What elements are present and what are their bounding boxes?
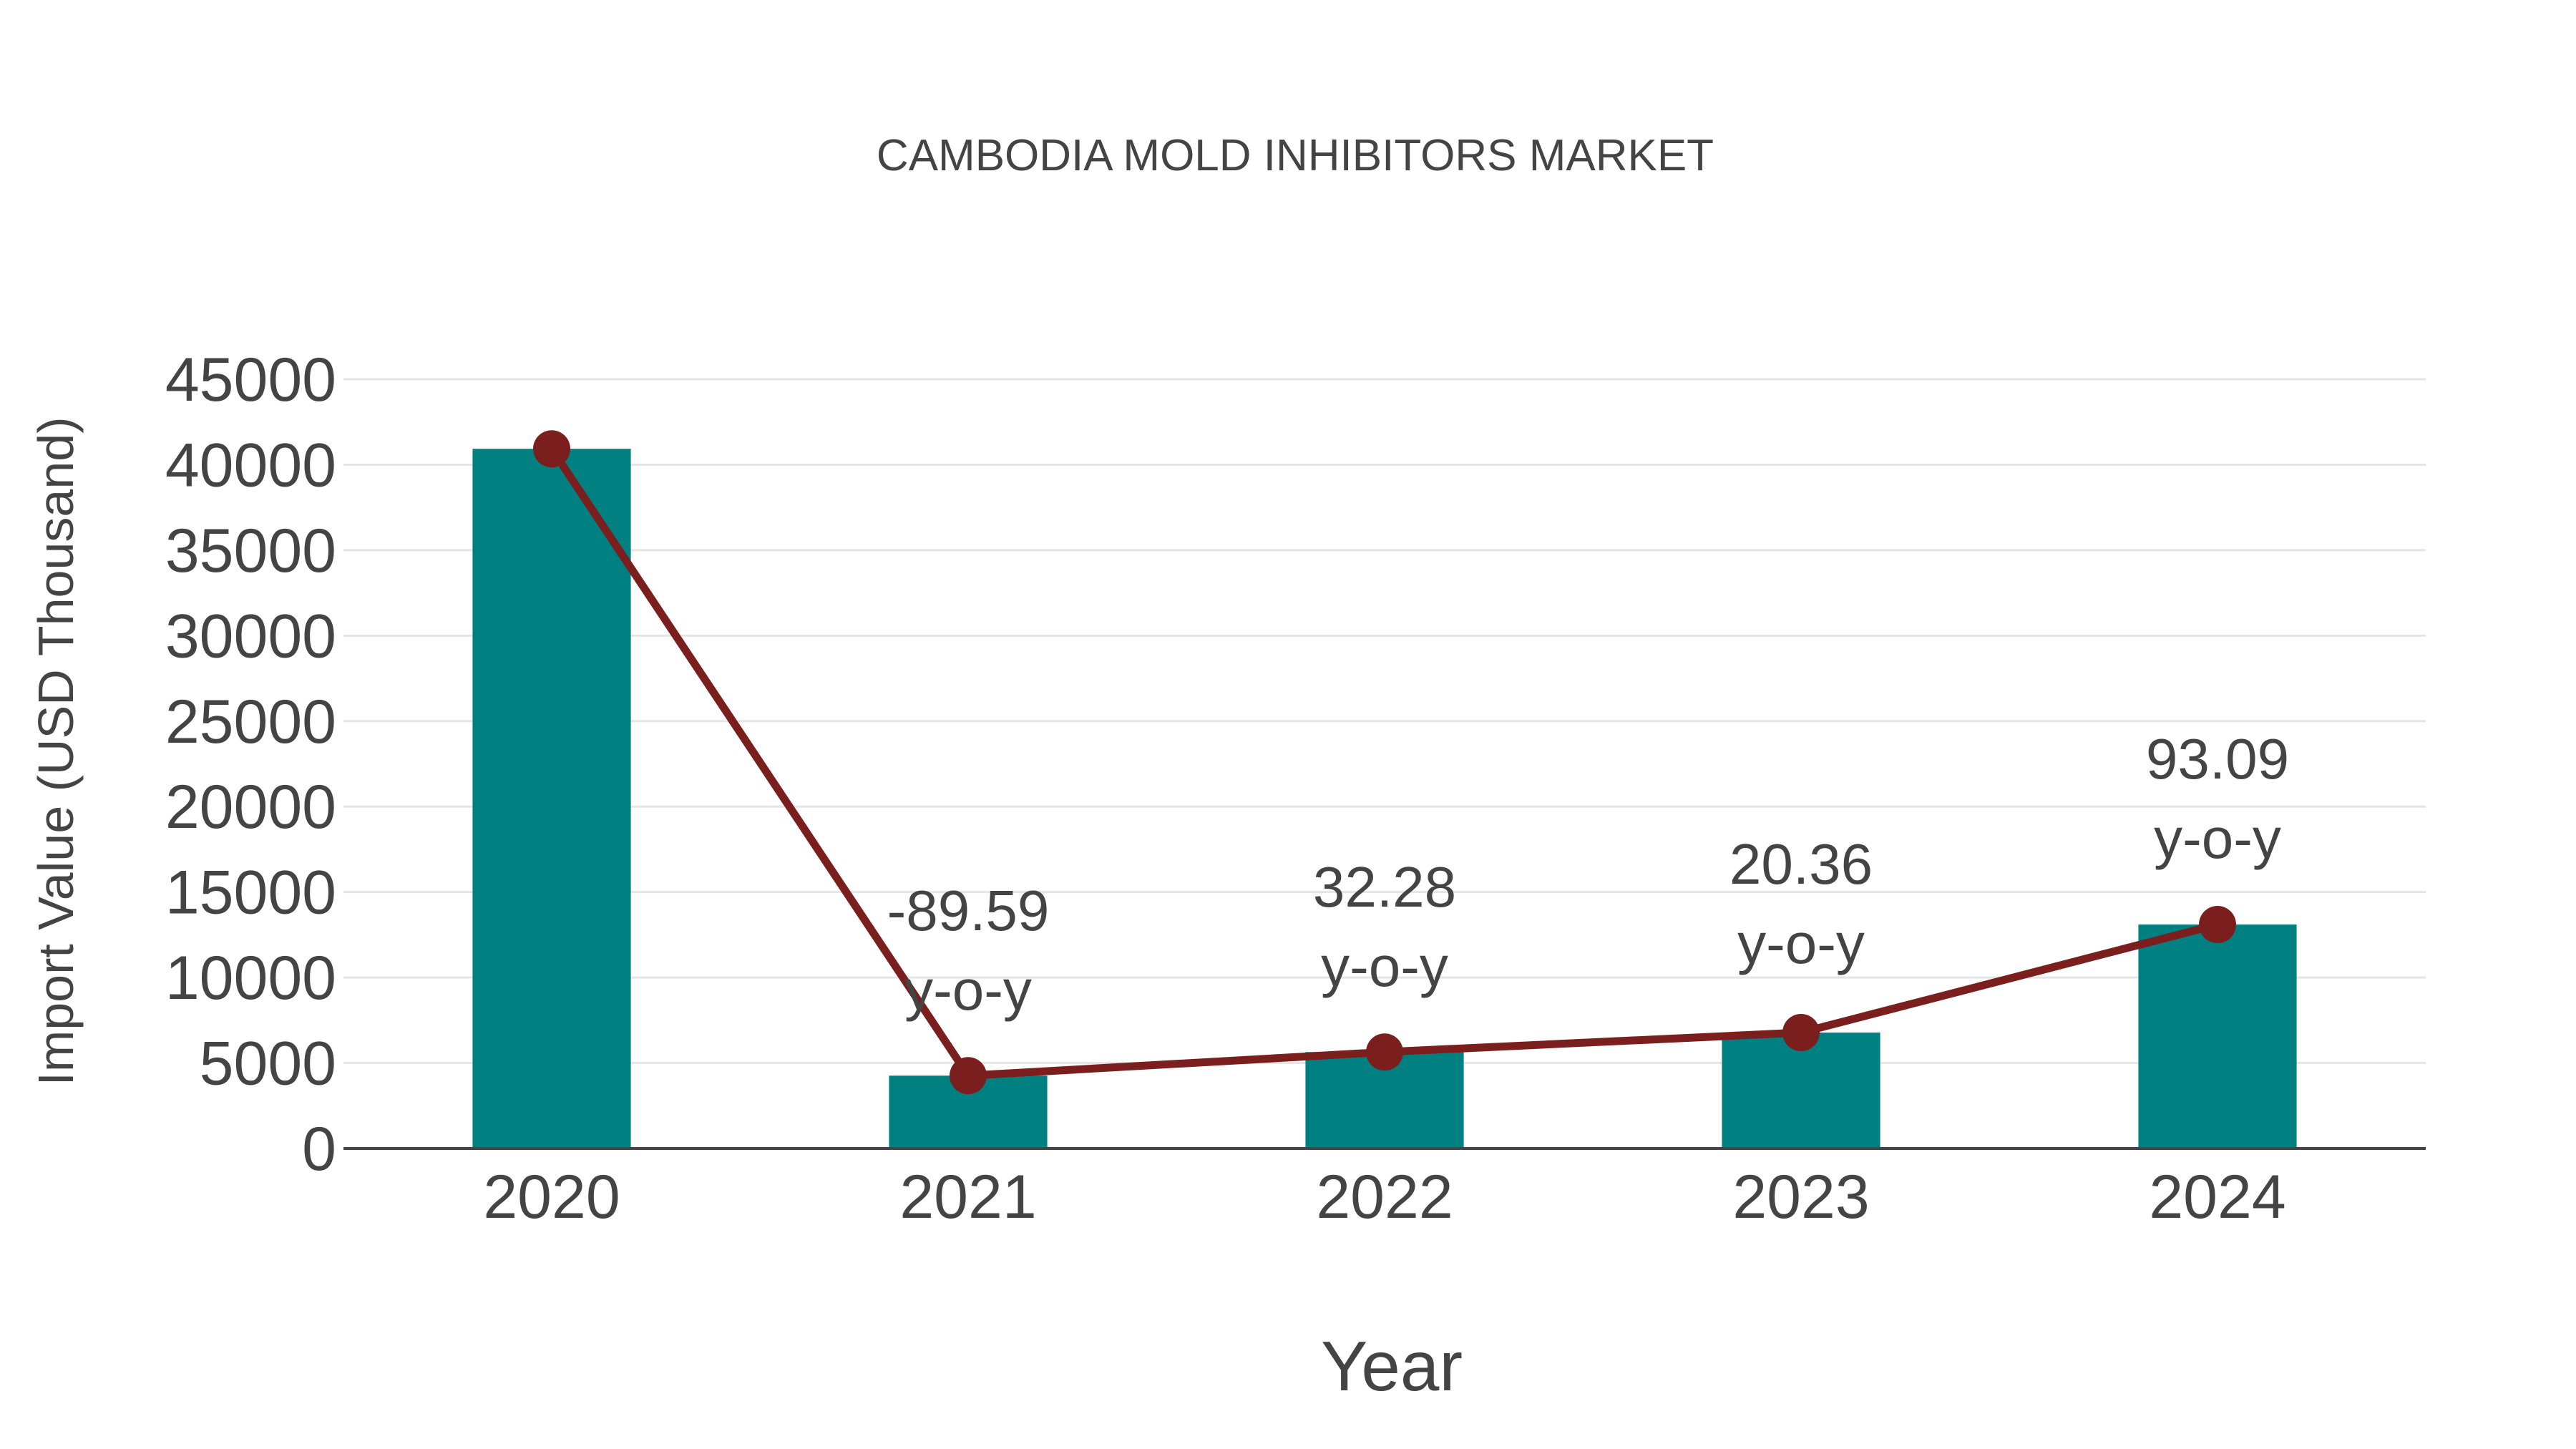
y-tick-label: 10000: [165, 944, 336, 1013]
chart-title: CAMBODIA MOLD INHIBITORS MARKET: [877, 131, 1714, 180]
y-tick-label: 35000: [165, 517, 336, 585]
line-series: [533, 430, 2236, 1095]
yoy-value-label: -89.59: [887, 879, 1050, 942]
y-tick-label: 15000: [165, 859, 336, 927]
gridlines: [343, 378, 2426, 1065]
y-tick-label: 40000: [165, 431, 336, 499]
x-tick-label: 2023: [1732, 1163, 1869, 1231]
y-axis-title: Import Value (USD Thousand): [28, 416, 84, 1085]
x-axis-title: Year: [1321, 1327, 1463, 1405]
bar-series: [472, 449, 2297, 1148]
yoy-unit-label: y-o-y: [904, 958, 1032, 1022]
yoy-value-label: 93.09: [2146, 727, 2289, 791]
yoy-unit-label: y-o-y: [1321, 935, 1448, 998]
yoy-value-label: 32.28: [1313, 855, 1456, 919]
bar-2020: [472, 449, 631, 1148]
trend-marker: [950, 1057, 987, 1095]
y-tick-label: 25000: [165, 688, 336, 756]
trend-marker: [2199, 906, 2236, 944]
yoy-annotations: -89.59 y-o-y 32.28 y-o-y 20.36 y-o-y 93.09 y-o-…: [887, 727, 2290, 1022]
y-tick-label: 0: [302, 1115, 336, 1184]
bar-2024: [2138, 924, 2297, 1148]
y-axis-ticks: 0 5000 10000 15000 20000 25000 30000 35000 40000…: [165, 346, 336, 1184]
yoy-unit-label: y-o-y: [1737, 912, 1865, 975]
x-tick-label: 2020: [483, 1163, 620, 1231]
x-tick-label: 2022: [1316, 1163, 1453, 1231]
trend-marker: [1782, 1014, 1820, 1052]
yoy-unit-label: y-o-y: [2154, 806, 2281, 870]
x-axis-ticks: 2020 2021 2022 2023 2024: [483, 1163, 2285, 1231]
trend-marker: [533, 430, 570, 468]
x-tick-label: 2024: [2149, 1163, 2285, 1231]
y-tick-label: 20000: [165, 773, 336, 841]
trend-marker: [1366, 1033, 1403, 1071]
yoy-value-label: 20.36: [1729, 832, 1873, 896]
y-tick-label: 30000: [165, 602, 336, 670]
y-tick-label: 45000: [165, 346, 336, 414]
y-tick-label: 5000: [200, 1030, 336, 1098]
bar-2023: [1722, 1033, 1880, 1148]
x-tick-label: 2021: [899, 1163, 1036, 1231]
